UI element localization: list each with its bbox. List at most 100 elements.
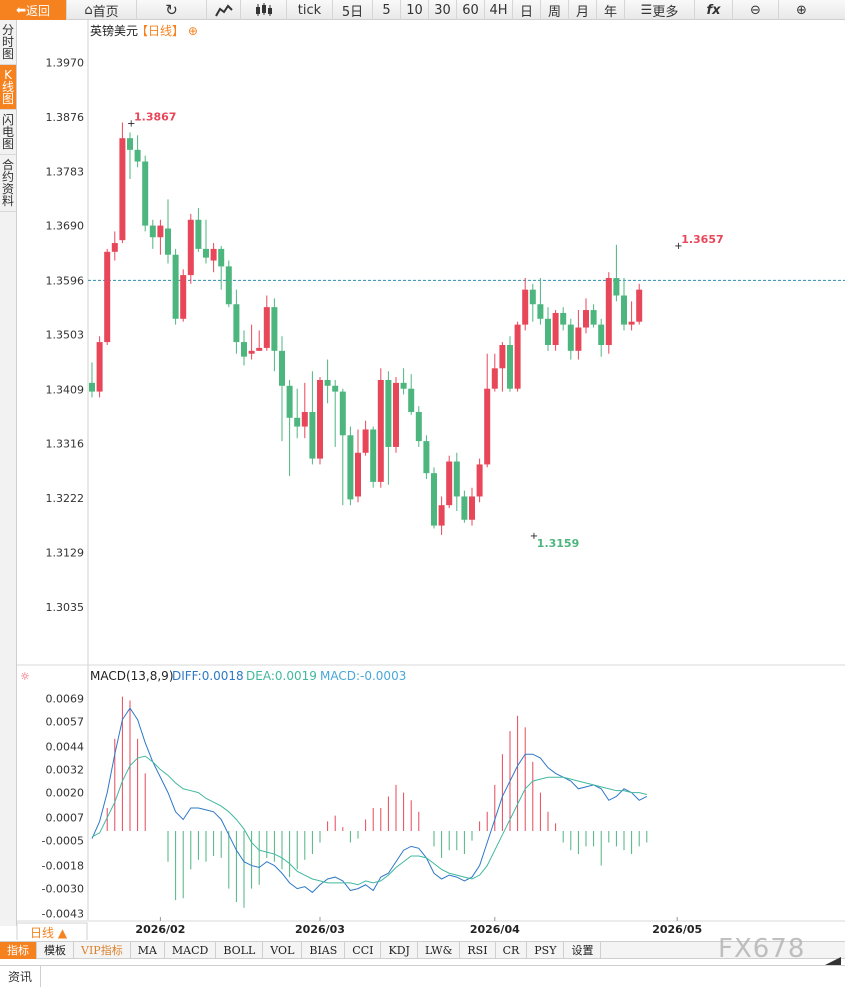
- chart-area[interactable]: 1.3970 1.3876 1.3783 1.3690 1.3596 1.3503 1.34…: [0, 20, 845, 940]
- candle-body: [180, 275, 187, 319]
- period-day[interactable]: 日: [512, 0, 540, 20]
- period-10min[interactable]: 10: [400, 0, 428, 20]
- candle-body: [537, 304, 544, 319]
- left-nav: 分时图 K线图 闪电图 合约资料: [0, 20, 17, 926]
- x-tick-label: 2026/03: [295, 923, 345, 936]
- refresh-icon: ↻: [165, 1, 178, 19]
- news-tab[interactable]: 资讯: [0, 966, 42, 987]
- candle-body: [324, 379, 331, 386]
- indicator-tab-3[interactable]: MA: [131, 942, 165, 959]
- period-month[interactable]: 月: [568, 0, 596, 20]
- price-tick-label: 1.3970: [46, 56, 85, 69]
- candle-body: [446, 461, 453, 506]
- indicator-tab-9[interactable]: KDJ: [381, 942, 418, 959]
- indicator-bar: 指标 模板 VIP指标 MA MACD BOLL VOL BIAS CCI KDJ LW& RSI CR…: [0, 941, 845, 959]
- candle-body: [195, 219, 202, 249]
- period-4h[interactable]: 4H: [484, 0, 512, 20]
- chart-period-tag: 【日线】 ⊕: [136, 24, 198, 38]
- nav-kline[interactable]: K线图: [0, 65, 16, 110]
- candle-body: [393, 382, 399, 447]
- price-tick-label: 1.3129: [46, 546, 85, 559]
- period-5day[interactable]: 5日: [332, 0, 372, 20]
- candle-body: [187, 219, 194, 276]
- indicator-tab-14[interactable]: 设置: [564, 942, 602, 959]
- candle-body: [241, 342, 247, 357]
- candle-body: [96, 342, 103, 392]
- period-week[interactable]: 周: [540, 0, 568, 20]
- candle-body: [271, 307, 278, 351]
- indicator-tab-13[interactable]: PSY: [527, 942, 565, 959]
- zoom-in-icon: ⊕: [796, 2, 807, 18]
- macd-value-label: MACD:-0.0003: [320, 669, 406, 683]
- nav-timeshare[interactable]: 分时图: [0, 20, 16, 65]
- macd-tick-label: 0.0032: [46, 764, 85, 777]
- back-button[interactable]: ⬅ 返回: [0, 0, 66, 20]
- indicator-tab-0[interactable]: 指标: [0, 942, 37, 959]
- indicator-tab-8[interactable]: CCI: [345, 942, 382, 959]
- indicator-tab-10[interactable]: LW&: [418, 942, 461, 959]
- indicator-tab-4[interactable]: MACD: [165, 942, 217, 959]
- annotation-marker: +: [530, 531, 538, 542]
- indicator-tab-5[interactable]: BOLL: [216, 942, 264, 959]
- menu-icon: ☰: [640, 2, 653, 18]
- candle-body: [598, 324, 605, 345]
- indicator-tab-2[interactable]: VIP指标: [74, 942, 131, 959]
- candle-body: [400, 382, 407, 389]
- annotation-label: 1.3867: [134, 110, 176, 123]
- indicator-tab-1[interactable]: 模板: [37, 942, 74, 959]
- candle-body: [636, 289, 643, 322]
- candle-body: [89, 382, 95, 392]
- back-arrow-icon: ⬅: [15, 3, 27, 17]
- price-tick-label: 1.3596: [46, 274, 85, 287]
- candle-body: [431, 473, 437, 526]
- candle-body: [225, 266, 232, 305]
- resize-grip-icon[interactable]: [825, 957, 841, 965]
- nav-contract-info[interactable]: 合约资料: [0, 155, 16, 212]
- candle-body: [362, 429, 369, 453]
- more-button[interactable]: ☰ 更多: [624, 0, 694, 20]
- diff-label: DIFF:0.0018: [172, 669, 244, 683]
- indicator-tab-11[interactable]: RSI: [460, 942, 496, 959]
- indicator-tab-12[interactable]: CR: [496, 942, 528, 959]
- candle-body: [294, 417, 301, 427]
- price-tick-label: 1.3222: [46, 492, 85, 505]
- indicator-tab-6[interactable]: VOL: [263, 942, 303, 959]
- formula-button[interactable]: fx: [694, 0, 732, 20]
- candle-body: [514, 324, 521, 389]
- candle-body: [423, 441, 430, 474]
- refresh-button[interactable]: ↻: [136, 0, 206, 20]
- candle-body: [529, 289, 536, 305]
- candle-body: [317, 379, 323, 459]
- macd-tick-label: -0.0018: [42, 860, 84, 873]
- candle-body: [355, 452, 361, 497]
- candle-body: [172, 254, 179, 319]
- tick-button[interactable]: tick: [286, 0, 332, 20]
- period-5min[interactable]: 5: [372, 0, 400, 20]
- macd-settings-icon: ☼: [20, 670, 30, 683]
- candle-body: [286, 385, 293, 418]
- zoom-in-button[interactable]: ⊕: [778, 0, 824, 20]
- candle-chart-button[interactable]: [240, 0, 286, 20]
- candle-body: [583, 310, 589, 328]
- price-tick-label: 1.3409: [46, 383, 85, 396]
- x-tick-label: 2026/05: [652, 923, 702, 936]
- candle-body: [309, 411, 316, 459]
- candle-body: [218, 248, 225, 267]
- period-year[interactable]: 年: [596, 0, 624, 20]
- period-30min[interactable]: 30: [428, 0, 456, 20]
- zoom-out-button[interactable]: ⊖: [732, 0, 778, 20]
- macd-tick-label: 0.0057: [46, 716, 85, 729]
- indicator-tab-7[interactable]: BIAS: [302, 942, 346, 959]
- price-tick-label: 1.3783: [46, 165, 85, 178]
- price-tick-label: 1.3690: [46, 220, 85, 233]
- toolbar: ⬅ 返回 ⌂ 首页 ↻ tick 5日 5 10 30 60 4H 日 周 月 年 …: [0, 0, 845, 20]
- candle-body: [484, 388, 491, 465]
- line-chart-button[interactable]: [206, 0, 240, 20]
- watermark: FX678: [718, 934, 806, 964]
- home-button[interactable]: ⌂ 首页: [66, 0, 136, 20]
- price-tick-label: 1.3876: [46, 111, 85, 124]
- nav-flash[interactable]: 闪电图: [0, 110, 16, 155]
- annotation-label: 1.3657: [681, 233, 723, 246]
- candle-body: [613, 278, 620, 296]
- period-60min[interactable]: 60: [456, 0, 484, 20]
